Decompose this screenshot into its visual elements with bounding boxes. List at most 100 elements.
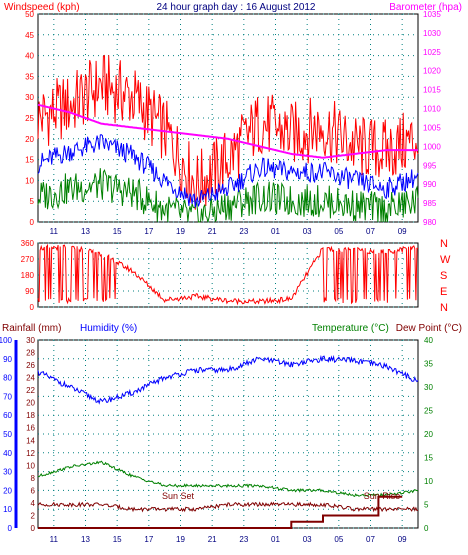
rain-y-tick-label: 6 (31, 486, 36, 495)
wind-gust-line (37, 54, 419, 210)
wind-x-tick-label: 13 (81, 227, 90, 236)
temperature-y-tick-label: 35 (424, 360, 433, 369)
humidity-label: Humidity (%) (80, 323, 137, 334)
wind-x-tick-label: 07 (366, 227, 375, 236)
wind-y-tick-label: 40 (25, 52, 34, 61)
temperature-y-tick-label: 15 (424, 454, 433, 463)
rain-y-tick-label: 26 (26, 361, 35, 370)
temperature-x-tick-label: 11 (50, 535, 59, 544)
temperature-y-tick-label: 25 (424, 407, 433, 416)
rain-y-tick-label: 16 (26, 424, 35, 433)
wind-x-tick-label: 05 (334, 227, 343, 236)
wind-y-tick-label: 5 (30, 197, 35, 206)
temperature-y-tick-label: 40 (424, 336, 433, 345)
rain-y-tick-label: 28 (26, 349, 35, 358)
windspeed-label: Windspeed (kph) (4, 2, 80, 13)
direction-series (37, 243, 419, 306)
wind-x-tick-label: 03 (303, 227, 312, 236)
humidity-y-tick-label: 20 (3, 486, 12, 495)
rain-y-tick-label: 30 (26, 336, 35, 345)
wind-x-ticks: 11 13 15 17 19 21 23 01 03 05 07 09 (50, 227, 407, 236)
rain-y-tick-label: 0 (31, 524, 36, 533)
direction-y-tick-label: 90 (25, 287, 34, 296)
sun-rise-annotation: Sun Rise (364, 491, 401, 501)
wind-x-tick-label: 11 (50, 227, 59, 236)
humidity-y-ticks: 0 10 20 30 40 50 60 70 80 90 100 (0, 336, 13, 533)
rain-y-tick-label: 8 (31, 474, 36, 483)
rain-y-tick-label: 24 (26, 374, 35, 383)
barometer-y-ticks: 980 985 990 995 1000 1005 1010 1015 1020 1025 1030… (423, 10, 441, 227)
dew-point-label: Dew Point (°C) (396, 323, 462, 334)
rain-y-tick-label: 12 (26, 449, 35, 458)
humidity-y-tick-label: 100 (0, 336, 13, 345)
temperature-x-tick-label: 13 (81, 535, 90, 544)
humidity-y-tick-label: 10 (3, 505, 12, 514)
temperature-x-tick-label: 15 (113, 535, 122, 544)
barometer-y-tick-label: 1035 (423, 10, 441, 19)
temperature-x-tick-label: 23 (239, 535, 248, 544)
rainfall-label: Rainfall (mm) (2, 323, 61, 334)
wind-y-tick-label: 10 (25, 176, 34, 185)
sun-set-annotation: Sun Set (162, 491, 195, 501)
wind-x-tick-label: 21 (208, 227, 217, 236)
wind-x-tick-label: 15 (113, 227, 122, 236)
temperature-y-tick-label: 0 (424, 524, 429, 533)
wind-x-tick-label: 01 (271, 227, 280, 236)
direction-y-tick-label: 0 (30, 303, 35, 312)
wind-series (37, 54, 419, 223)
temperature-x-tick-label: 21 (208, 535, 217, 544)
temperature-series (37, 354, 419, 529)
rain-y-tick-label: 22 (26, 386, 35, 395)
barometer-line (37, 103, 418, 159)
barometer-y-tick-label: 995 (423, 161, 437, 170)
temperature-x-tick-label: 07 (366, 535, 375, 544)
humidity-y-tick-label: 70 (3, 392, 12, 401)
wind-y-tick-label: 50 (25, 10, 34, 19)
humidity-y-tick-label: 60 (3, 411, 12, 420)
compass-label: W (440, 254, 451, 266)
wind-y-tick-label: 25 (25, 114, 34, 123)
humidity-y-tick-label: 80 (3, 374, 12, 383)
wind-x-tick-label: 23 (239, 227, 248, 236)
temperature-y-tick-label: 5 (424, 501, 429, 510)
direction-y-tick-label: 180 (21, 271, 35, 280)
temperature-x-tick-label: 19 (176, 535, 185, 544)
barometer-y-tick-label: 990 (423, 180, 437, 189)
wind-y-tick-label: 35 (25, 72, 34, 81)
barometer-y-tick-label: 1005 (423, 123, 441, 132)
barometer-y-tick-label: 1010 (423, 105, 441, 114)
wind-y-tick-label: 20 (25, 135, 34, 144)
humidity-y-tick-label: 30 (3, 468, 12, 477)
temperature-y-ticks: 0 5 10 15 20 25 30 35 40 (424, 336, 433, 533)
barometer-y-tick-label: 980 (423, 218, 437, 227)
humidity-y-tick-label: 50 (3, 430, 12, 439)
barometer-y-tick-label: 1025 (423, 48, 441, 57)
temperature-line (37, 460, 419, 498)
barometer-y-tick-label: 1015 (423, 86, 441, 95)
wind-y-tick-label: 30 (25, 93, 34, 102)
rain-y-tick-label: 10 (26, 461, 35, 470)
barometer-y-tick-label: 985 (423, 199, 437, 208)
wind-y-ticks: 0 5 10 15 20 25 30 35 40 45 50 (25, 10, 34, 227)
wind-direction-line (37, 243, 419, 306)
rain-y-tick-label: 4 (31, 499, 36, 508)
direction-y-ticks: 0 90 180 270 360 (21, 239, 35, 312)
wind-x-tick-label: 17 (144, 227, 153, 236)
humidity-y-tick-label: 90 (3, 355, 12, 364)
wind-y-tick-label: 15 (25, 156, 34, 165)
wind-x-tick-label: 19 (176, 227, 185, 236)
temperature-label: Temperature (°C) (312, 323, 389, 334)
compass-label: E (440, 286, 447, 298)
wind-average-line (37, 134, 419, 208)
temperature-x-tick-label: 17 (144, 535, 153, 544)
direction-y-tick-label: 360 (21, 239, 35, 248)
dew-point-line (37, 501, 419, 513)
temperature-x-tick-label: 03 (303, 535, 312, 544)
temperature-y-tick-label: 10 (424, 477, 433, 486)
humidity-line (37, 354, 419, 405)
compass-label: N (440, 302, 448, 314)
